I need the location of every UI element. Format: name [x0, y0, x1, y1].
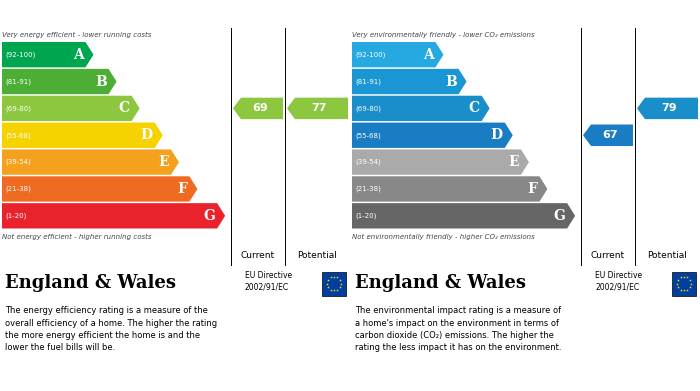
Text: 79: 79 — [662, 103, 678, 113]
Text: (55-68): (55-68) — [355, 132, 381, 138]
Text: Current: Current — [241, 251, 275, 260]
Text: (81-91): (81-91) — [355, 78, 381, 85]
Text: (1-20): (1-20) — [355, 213, 377, 219]
Polygon shape — [583, 124, 633, 146]
Polygon shape — [352, 149, 529, 175]
FancyBboxPatch shape — [322, 271, 346, 296]
Text: (81-91): (81-91) — [5, 78, 31, 85]
Polygon shape — [352, 96, 490, 121]
Text: C: C — [468, 101, 480, 115]
Polygon shape — [2, 203, 225, 228]
Text: 77: 77 — [312, 103, 328, 113]
Text: F: F — [528, 182, 538, 196]
Text: Current: Current — [591, 251, 625, 260]
Text: England & Wales: England & Wales — [5, 274, 176, 292]
Polygon shape — [287, 98, 348, 119]
Text: (92-100): (92-100) — [355, 52, 386, 58]
FancyBboxPatch shape — [672, 271, 696, 296]
Polygon shape — [352, 203, 575, 228]
Text: England & Wales: England & Wales — [355, 274, 526, 292]
Text: G: G — [553, 209, 565, 223]
Text: (1-20): (1-20) — [5, 213, 27, 219]
Text: Potential: Potential — [298, 251, 337, 260]
Text: D: D — [491, 128, 503, 142]
Polygon shape — [2, 96, 140, 121]
Text: The environmental impact rating is a measure of
a home's impact on the environme: The environmental impact rating is a mea… — [355, 306, 561, 353]
Text: E: E — [158, 155, 169, 169]
Text: Very environmentally friendly - lower CO₂ emissions: Very environmentally friendly - lower CO… — [352, 32, 535, 38]
Polygon shape — [2, 176, 197, 202]
Text: A: A — [73, 48, 83, 62]
Text: G: G — [203, 209, 215, 223]
Text: EU Directive
2002/91/EC: EU Directive 2002/91/EC — [245, 271, 292, 292]
Text: Potential: Potential — [648, 251, 687, 260]
Polygon shape — [637, 98, 698, 119]
Polygon shape — [2, 122, 163, 148]
Text: 67: 67 — [602, 130, 618, 140]
Text: Not environmentally friendly - higher CO₂ emissions: Not environmentally friendly - higher CO… — [352, 234, 535, 240]
Text: B: B — [94, 75, 106, 88]
Text: C: C — [118, 101, 130, 115]
Text: 69: 69 — [252, 103, 268, 113]
Text: E: E — [508, 155, 519, 169]
Polygon shape — [2, 42, 94, 67]
Text: F: F — [178, 182, 188, 196]
Text: (39-54): (39-54) — [355, 159, 381, 165]
Text: (92-100): (92-100) — [5, 52, 36, 58]
Text: (69-80): (69-80) — [5, 105, 31, 112]
Text: (39-54): (39-54) — [5, 159, 31, 165]
Text: A: A — [423, 48, 433, 62]
Text: EU Directive
2002/91/EC: EU Directive 2002/91/EC — [595, 271, 642, 292]
Polygon shape — [2, 69, 117, 94]
Polygon shape — [233, 98, 283, 119]
Text: The energy efficiency rating is a measure of the
overall efficiency of a home. T: The energy efficiency rating is a measur… — [5, 306, 217, 353]
Text: (21-38): (21-38) — [355, 186, 381, 192]
Text: (21-38): (21-38) — [5, 186, 31, 192]
Polygon shape — [352, 69, 467, 94]
Text: Very energy efficient - lower running costs: Very energy efficient - lower running co… — [2, 32, 151, 38]
Text: Energy Efficiency Rating: Energy Efficiency Rating — [6, 7, 168, 20]
Polygon shape — [352, 42, 444, 67]
Polygon shape — [352, 122, 513, 148]
Text: (69-80): (69-80) — [355, 105, 381, 112]
Text: B: B — [444, 75, 456, 88]
Text: D: D — [141, 128, 153, 142]
Text: Not energy efficient - higher running costs: Not energy efficient - higher running co… — [2, 234, 151, 240]
Polygon shape — [352, 176, 547, 202]
Text: (55-68): (55-68) — [5, 132, 31, 138]
Text: Environmental Impact (CO₂) Rating: Environmental Impact (CO₂) Rating — [355, 7, 587, 20]
Polygon shape — [2, 149, 179, 175]
